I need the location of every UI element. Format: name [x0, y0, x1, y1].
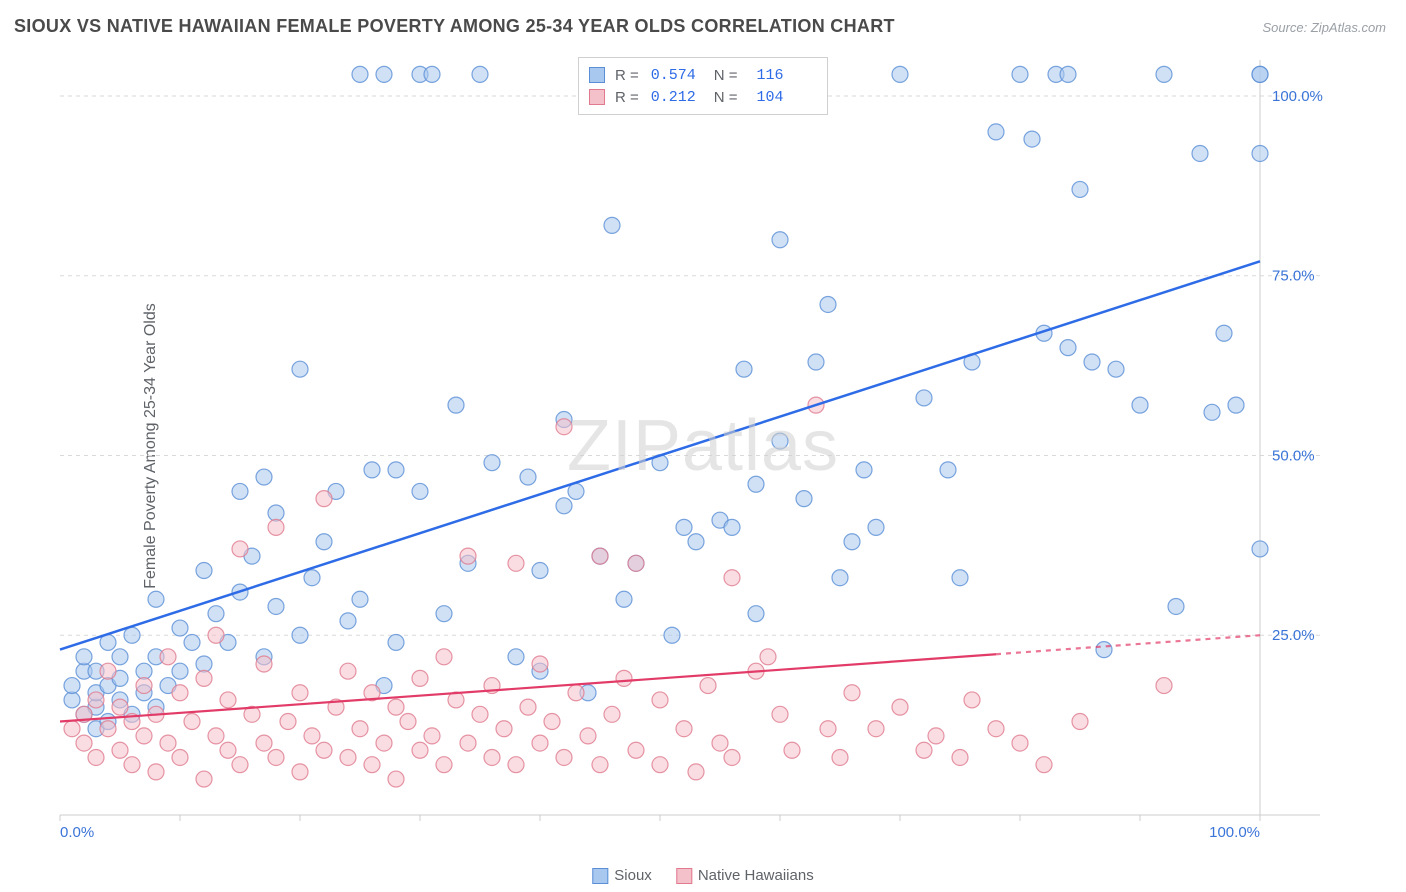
legend-label: Sioux: [614, 867, 652, 884]
r-value: 0.212: [651, 89, 696, 106]
legend-swatch: [589, 89, 605, 105]
r-label: R =: [615, 67, 639, 84]
scatter-plot: 0.0% 100.0% 25.0% 50.0% 75.0% 100.0%: [50, 55, 1380, 845]
n-value: 104: [750, 89, 784, 106]
r-label: R =: [615, 89, 639, 106]
svg-text:25.0%: 25.0%: [1272, 627, 1315, 644]
series-legend: Sioux Native Hawaiians: [592, 867, 813, 884]
n-label: N =: [714, 89, 738, 106]
legend-label: Native Hawaiians: [698, 867, 814, 884]
legend-row: R = 0.212 N = 104: [589, 86, 817, 108]
svg-text:75.0%: 75.0%: [1272, 268, 1315, 285]
source-attribution: Source: ZipAtlas.com: [1262, 20, 1386, 35]
legend-swatch: [676, 868, 692, 884]
svg-text:50.0%: 50.0%: [1272, 447, 1315, 464]
svg-text:100.0%: 100.0%: [1272, 88, 1323, 105]
n-label: N =: [714, 67, 738, 84]
correlation-legend: R = 0.574 N = 116 R = 0.212 N = 104: [578, 57, 828, 115]
legend-item: Sioux: [592, 867, 652, 884]
chart-container: SIOUX VS NATIVE HAWAIIAN FEMALE POVERTY …: [0, 0, 1406, 892]
legend-row: R = 0.574 N = 116: [589, 64, 817, 86]
svg-text:100.0%: 100.0%: [1209, 824, 1260, 841]
legend-item: Native Hawaiians: [676, 867, 814, 884]
legend-swatch: [589, 67, 605, 83]
chart-title: SIOUX VS NATIVE HAWAIIAN FEMALE POVERTY …: [14, 16, 895, 37]
svg-text:0.0%: 0.0%: [60, 824, 94, 841]
r-value: 0.574: [651, 67, 696, 84]
legend-swatch: [592, 868, 608, 884]
n-value: 116: [750, 67, 784, 84]
